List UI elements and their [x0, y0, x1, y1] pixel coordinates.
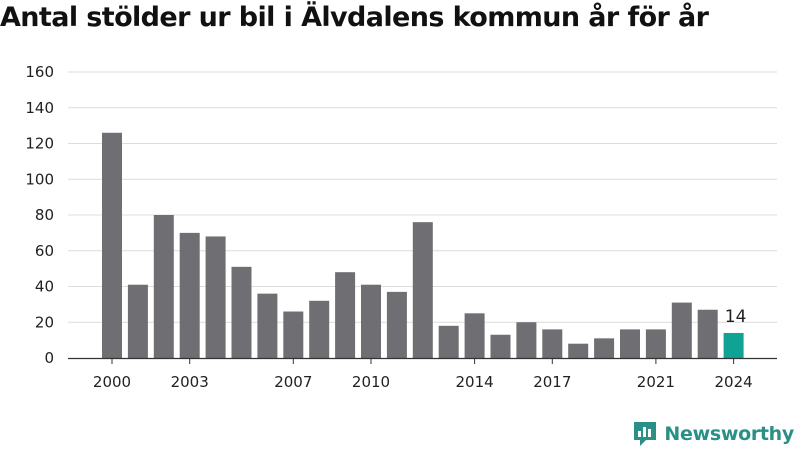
- bar-2011: [386, 291, 407, 358]
- x-tick-label: 2024: [715, 373, 753, 391]
- x-axis: 2000 2003 2007 2010 2014 2017 2021 2024: [68, 357, 777, 391]
- bar-2002: [153, 215, 174, 358]
- x-tick-label: 2021: [637, 373, 675, 391]
- y-tick-label: 0: [44, 349, 54, 367]
- newsworthy-logo-icon: [634, 422, 657, 446]
- chart-title: Antal stölder ur bil i Älvdalens kommun …: [0, 2, 709, 33]
- y-tick-label: 140: [25, 99, 54, 117]
- y-tick-label: 120: [25, 135, 54, 153]
- brand-logo: Newsworthy: [632, 420, 794, 448]
- bar-2016: [516, 322, 537, 358]
- bar-2008: [309, 300, 330, 358]
- bar-2006: [257, 293, 278, 358]
- bar-2014: [464, 313, 485, 358]
- bar-2010: [361, 284, 381, 358]
- bar-2004: [205, 236, 226, 358]
- bar-2003: [179, 232, 200, 358]
- y-tick-label: 160: [25, 63, 54, 81]
- x-tick-label: 2017: [533, 373, 571, 391]
- x-tick-label: 2003: [171, 373, 209, 391]
- bar-2021: [645, 329, 666, 358]
- bar-2023: [697, 309, 718, 358]
- bar-2017: [542, 329, 563, 358]
- x-tick-label: 2000: [93, 373, 131, 391]
- bar-2009: [335, 272, 356, 358]
- x-tick-label: 2014: [456, 373, 494, 391]
- y-axis-tick-labels: 0 20 40 60 80 100 120 140 160: [25, 63, 54, 367]
- highlight-data-label: 14: [725, 307, 747, 327]
- bar-highlight-2024: [723, 332, 744, 358]
- bar-2000: [102, 132, 122, 358]
- bar-2001: [127, 284, 148, 358]
- bar-2013: [438, 325, 459, 358]
- x-tick-label: 2010: [352, 373, 390, 391]
- bar-2018: [568, 343, 589, 358]
- y-tick-label: 20: [35, 313, 54, 331]
- bar-2020: [620, 329, 640, 358]
- x-tick-label: 2007: [274, 373, 312, 391]
- y-tick-label: 80: [35, 206, 54, 224]
- brand-name: Newsworthy: [664, 423, 794, 445]
- y-tick-label: 60: [35, 242, 54, 260]
- bars: [102, 132, 744, 358]
- bar-2022: [671, 302, 692, 358]
- bar-2007: [283, 311, 304, 358]
- y-tick-label: 40: [35, 278, 54, 296]
- bar-2005: [231, 266, 252, 358]
- bar-2019: [594, 338, 615, 358]
- bar-2015: [490, 334, 511, 358]
- bar-2012: [412, 222, 433, 358]
- y-tick-label: 100: [25, 170, 54, 188]
- data-labels: 14: [725, 307, 747, 327]
